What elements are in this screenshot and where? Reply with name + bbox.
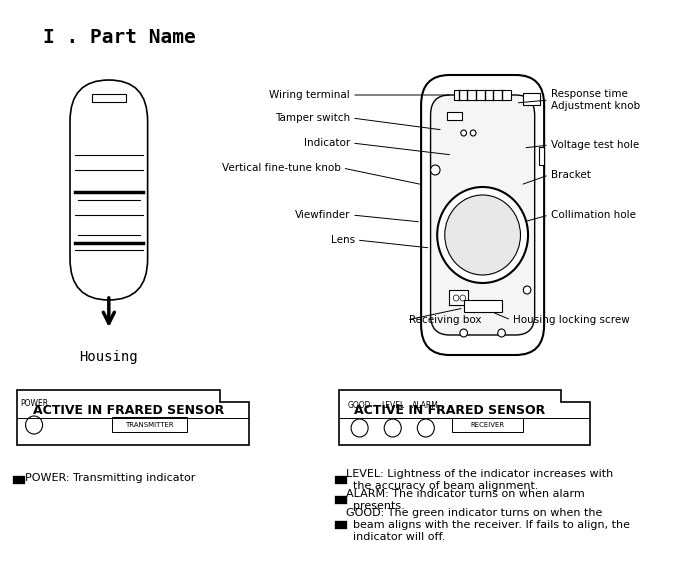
Circle shape [431, 165, 440, 175]
Text: Vertical fine-tune knob: Vertical fine-tune knob [222, 163, 340, 173]
Text: TRANSMITTER: TRANSMITTER [125, 422, 174, 428]
Circle shape [460, 295, 466, 301]
Circle shape [453, 295, 459, 301]
Bar [464, 300, 501, 312]
Text: ACTIVE IN FRARED SENSOR: ACTIVE IN FRARED SENSOR [354, 403, 545, 416]
Text: Response time
Adjustment knob: Response time Adjustment knob [551, 89, 640, 111]
Text: GOOD: The green indicator turns on when the
  beam aligns with the receiver. If : GOOD: The green indicator turns on when … [347, 508, 630, 542]
FancyBboxPatch shape [421, 75, 544, 355]
Text: Voltage test hole: Voltage test hole [551, 140, 639, 150]
Text: LEVEL: LEVEL [381, 401, 404, 409]
Text: I . Part Name: I . Part Name [42, 28, 195, 47]
Bar [449, 290, 469, 305]
FancyBboxPatch shape [431, 95, 535, 335]
Text: Tamper switch: Tamper switch [275, 113, 350, 123]
Text: Bracket: Bracket [551, 170, 590, 180]
Circle shape [445, 195, 521, 275]
Text: RECEIVER: RECEIVER [471, 422, 504, 428]
Circle shape [437, 187, 528, 283]
Bar [539, 147, 544, 165]
Bar [112, 417, 188, 432]
Text: Collimation hole: Collimation hole [551, 210, 636, 220]
Circle shape [460, 329, 467, 337]
Text: Lens: Lens [331, 235, 355, 245]
Text: Indicator: Indicator [304, 138, 350, 148]
Circle shape [384, 419, 401, 437]
Bar [454, 90, 511, 100]
Circle shape [351, 419, 368, 437]
Text: LEVEL: Lightness of the indicator increases with
  the accuracy of beam alignmen: LEVEL: Lightness of the indicator increa… [347, 469, 614, 491]
Circle shape [461, 130, 466, 136]
Text: Housing: Housing [79, 350, 138, 364]
Bar [92, 94, 126, 102]
Text: GOOD: GOOD [348, 401, 371, 409]
Polygon shape [339, 390, 590, 445]
Circle shape [471, 130, 476, 136]
Text: ACTIVE IN FRARED SENSOR: ACTIVE IN FRARED SENSOR [33, 403, 224, 416]
Text: Wiring terminal: Wiring terminal [269, 90, 350, 100]
Text: Receiving box: Receiving box [409, 315, 482, 325]
Text: ALARM: ALARM [412, 401, 439, 409]
Text: ALARM: The indicator turns on when alarm
  presents.: ALARM: The indicator turns on when alarm… [347, 489, 585, 511]
Text: POWER: POWER [20, 399, 48, 409]
Bar [452, 418, 523, 432]
Text: POWER: Transmitting indicator: POWER: Transmitting indicator [25, 473, 195, 483]
Polygon shape [17, 390, 249, 445]
Bar [523, 93, 540, 105]
Text: Housing locking screw: Housing locking screw [513, 315, 630, 325]
Text: Viewfinder: Viewfinder [295, 210, 350, 220]
Circle shape [417, 419, 434, 437]
Bar [447, 112, 462, 120]
Circle shape [523, 286, 531, 294]
FancyBboxPatch shape [70, 80, 148, 300]
Circle shape [498, 329, 506, 337]
Circle shape [25, 416, 42, 434]
